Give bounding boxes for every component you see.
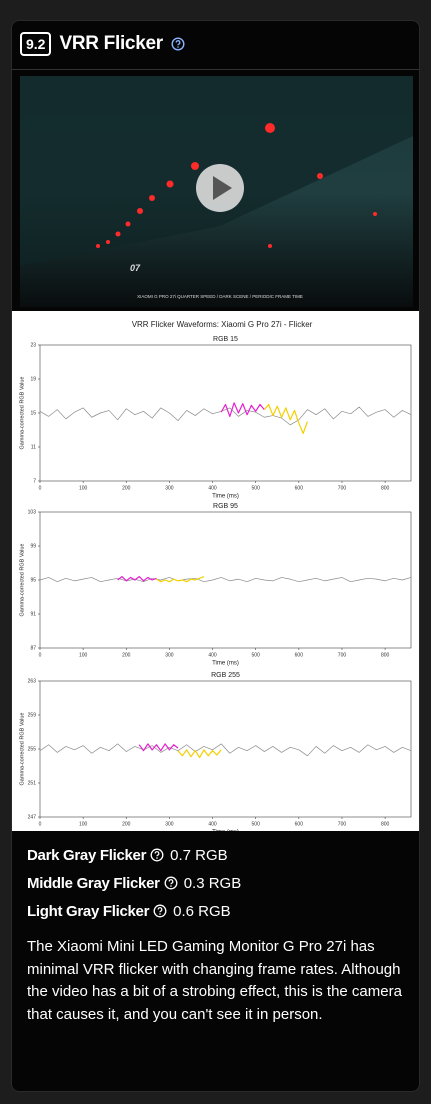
x-tick-label: 300	[165, 485, 174, 491]
subplot-title: RGB 15	[213, 336, 238, 343]
metric-label: Light Gray Flicker	[27, 902, 150, 920]
y-axis-label: Gamma-corrected RGB Value	[19, 544, 25, 617]
help-icon[interactable]	[164, 876, 178, 890]
x-tick-label: 800	[381, 652, 390, 658]
metric-row: Dark Gray Flicker 0.7 RGB	[27, 841, 241, 869]
waveform-line	[177, 749, 222, 759]
x-tick-label: 100	[79, 485, 88, 491]
waveform-line	[117, 576, 157, 582]
y-tick-label: 87	[30, 645, 36, 651]
waveform-line	[39, 743, 412, 757]
video-thumbnail[interactable]: 07 XIAOMI G PRO 27i QUARTER SPEED / DARK…	[20, 76, 413, 307]
figure-title: VRR Flicker Waveforms: Xiaomi G Pro 27i …	[132, 320, 313, 329]
card: 9.2 VRR Flicker 07 XIAOMI G PRO 27i QUAR…	[11, 20, 420, 1092]
section-title: VRR Flicker	[59, 33, 163, 54]
x-tick-label: 600	[295, 821, 304, 827]
metric-label: Dark Gray Flicker	[27, 846, 147, 864]
waveform-line	[138, 743, 179, 752]
y-tick-label: 259	[28, 712, 37, 718]
play-icon	[213, 176, 232, 200]
subplot-title: RGB 95	[213, 503, 238, 510]
video-caption: XIAOMI G PRO 27i QUARTER SPEED / DARK SC…	[137, 294, 303, 299]
x-tick-label: 500	[252, 652, 261, 658]
waveform-figure: VRR Flicker Waveforms: Xiaomi G Pro 27i …	[12, 311, 419, 831]
x-tick-label: 0	[39, 821, 42, 827]
y-tick-label: 99	[30, 543, 36, 549]
x-tick-label: 100	[79, 821, 88, 827]
waveform-line	[39, 406, 412, 426]
x-tick-label: 600	[295, 652, 304, 658]
help-icon[interactable]	[150, 848, 164, 862]
x-tick-label: 500	[252, 485, 261, 491]
y-tick-label: 95	[30, 577, 36, 583]
metric-value: 0.3 RGB	[183, 874, 242, 892]
x-axis-label: Time (ms)	[212, 830, 239, 831]
x-tick-label: 400	[208, 485, 217, 491]
waveform-line	[156, 576, 205, 583]
waveform-line	[263, 403, 309, 434]
y-tick-label: 103	[28, 509, 37, 515]
waveform-line	[220, 402, 265, 417]
y-tick-label: 91	[30, 611, 36, 617]
y-axis-label: Gamma-corrected RGB Value	[19, 713, 25, 786]
x-tick-label: 0	[39, 485, 42, 491]
y-tick-label: 23	[30, 342, 36, 348]
x-tick-label: 0	[39, 652, 42, 658]
help-icon[interactable]	[153, 904, 167, 918]
x-axis-label: Time (ms)	[212, 661, 239, 667]
x-tick-label: 700	[338, 652, 347, 658]
metric-row: Middle Gray Flicker 0.3 RGB	[27, 869, 241, 897]
y-axis-label: Gamma-corrected RGB Value	[19, 377, 25, 450]
help-icon[interactable]	[171, 37, 185, 51]
plot-frame	[39, 344, 412, 482]
scene-lights	[96, 123, 377, 248]
header: 9.2 VRR Flicker	[20, 32, 185, 56]
x-tick-label: 700	[338, 485, 347, 491]
x-tick-label: 100	[79, 652, 88, 658]
description: The Xiaomi Mini LED Gaming Monitor G Pro…	[27, 938, 402, 1023]
metric-value: 0.6 RGB	[173, 902, 231, 920]
y-tick-label: 11	[31, 444, 36, 450]
x-tick-label: 600	[295, 485, 304, 491]
metrics-list: Dark Gray Flicker 0.7 RGB Middle Gray Flic…	[27, 841, 241, 925]
metric-value: 0.7 RGB	[170, 846, 228, 864]
y-tick-label: 263	[28, 678, 37, 684]
metric-row: Light Gray Flicker 0.6 RGB	[27, 897, 241, 925]
x-tick-label: 400	[208, 821, 217, 827]
x-tick-label: 500	[252, 821, 261, 827]
x-tick-label: 200	[122, 652, 131, 658]
y-tick-label: 251	[28, 780, 37, 786]
x-tick-label: 800	[381, 821, 390, 827]
plot-frame	[39, 511, 412, 649]
video-overlay-number: 07	[130, 263, 141, 273]
subplot-title: RGB 255	[211, 672, 240, 679]
y-tick-label: 255	[28, 746, 37, 752]
y-tick-label: 19	[30, 376, 36, 382]
y-tick-label: 7	[33, 478, 36, 484]
divider	[12, 69, 419, 70]
x-tick-label: 400	[208, 652, 217, 658]
y-tick-label: 15	[30, 410, 36, 416]
x-tick-label: 200	[122, 821, 131, 827]
x-tick-label: 800	[381, 485, 390, 491]
x-tick-label: 700	[338, 821, 347, 827]
x-axis-label: Time (ms)	[212, 494, 239, 500]
x-tick-label: 300	[165, 821, 174, 827]
y-tick-label: 247	[28, 814, 37, 820]
waveform-line	[39, 577, 412, 583]
x-tick-label: 200	[122, 485, 131, 491]
x-tick-label: 300	[165, 652, 174, 658]
section-badge: 9.2	[20, 32, 52, 56]
metric-label: Middle Gray Flicker	[27, 874, 160, 892]
